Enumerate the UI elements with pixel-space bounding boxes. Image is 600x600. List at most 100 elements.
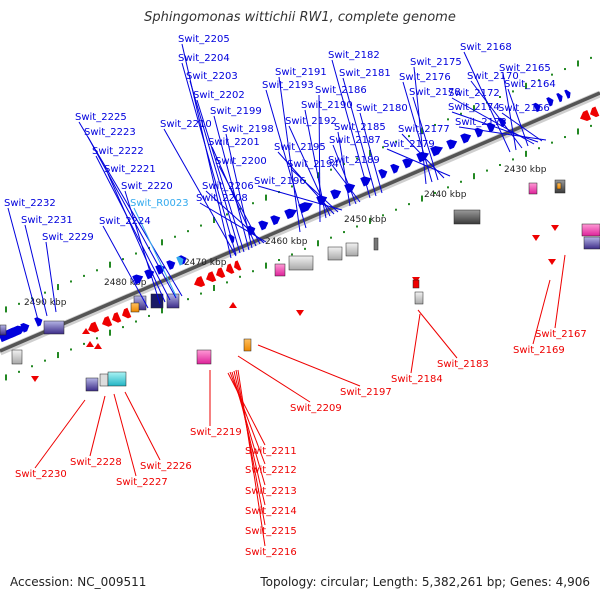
upper-scale-tick bbox=[213, 216, 215, 223]
top-gene-label-leader bbox=[265, 89, 307, 229]
feature-block bbox=[150, 293, 164, 309]
lower-scale-tick bbox=[5, 374, 7, 381]
marker-triangle bbox=[532, 235, 540, 241]
lower-scale-tick bbox=[200, 292, 202, 295]
upper-scale-tick bbox=[421, 127, 423, 134]
lower-scale-tick bbox=[473, 173, 475, 180]
forward-gene-arrow bbox=[20, 322, 30, 333]
forward-gene-arrow bbox=[498, 117, 506, 128]
feature-block bbox=[373, 237, 379, 251]
top-gene-label-leader bbox=[189, 80, 241, 254]
top-gene-label: Swit_2222 bbox=[92, 146, 144, 157]
bottom-gene-label-leader bbox=[34, 399, 86, 469]
bottom-gene-label-leader bbox=[235, 369, 266, 526]
top-gene-label-leader bbox=[402, 81, 433, 183]
feature-block bbox=[556, 182, 562, 190]
upper-scale-tick bbox=[408, 135, 410, 138]
reverse-gene-arrow bbox=[122, 307, 132, 319]
top-gene-label: Swit_2170 bbox=[467, 71, 519, 82]
scale-label: 2440 kbp bbox=[424, 190, 467, 200]
feature-block bbox=[327, 246, 343, 261]
top-gene-label: Swit_2165 bbox=[499, 63, 551, 74]
upper-scale-tick bbox=[525, 82, 527, 89]
lower-scale-tick bbox=[44, 359, 46, 362]
top-gene-label: Swit_2179 bbox=[383, 139, 435, 150]
top-gene-label-leader bbox=[87, 136, 177, 299]
top-gene-label: Swit_2231 bbox=[21, 215, 73, 226]
upper-scale-tick bbox=[57, 284, 59, 291]
bottom-gene-label-leader bbox=[532, 279, 551, 345]
upper-scale-tick bbox=[122, 258, 124, 261]
top-gene-label: Swit_2189 bbox=[328, 155, 380, 166]
upper-scale-tick bbox=[96, 269, 98, 272]
top-gene-label: Swit_2168 bbox=[460, 42, 512, 53]
forward-gene-arrow bbox=[564, 89, 571, 99]
top-gene-label-leader bbox=[318, 94, 321, 223]
lower-scale-tick bbox=[304, 247, 306, 250]
forward-gene-arrow bbox=[330, 189, 342, 200]
feature-block bbox=[414, 291, 424, 305]
top-gene-label: Swit_2172 bbox=[448, 88, 500, 99]
top-gene-label: Swit_2232 bbox=[4, 198, 56, 209]
feature-block bbox=[288, 255, 314, 271]
bottom-gene-label: Swit_2184 bbox=[391, 374, 443, 385]
forward-gene-arrow bbox=[378, 169, 388, 179]
top-gene-label: Swit_2201 bbox=[208, 137, 260, 148]
bottom-gene-label: Swit_2230 bbox=[15, 469, 67, 480]
top-gene-label: Swit_2175 bbox=[410, 57, 462, 68]
upper-scale-tick bbox=[460, 112, 462, 115]
bottom-gene-label: Swit_2215 bbox=[245, 526, 297, 537]
feature-block bbox=[43, 320, 65, 335]
upper-scale-tick bbox=[369, 149, 371, 156]
bottom-gene-label: Swit_2227 bbox=[116, 477, 168, 488]
marker-triangle bbox=[296, 310, 304, 316]
top-gene-label-leader bbox=[107, 173, 166, 303]
upper-scale-tick bbox=[499, 96, 501, 98]
top-gene-label-leader bbox=[196, 99, 245, 253]
lower-scale-tick bbox=[538, 147, 540, 150]
feature-block bbox=[85, 377, 99, 392]
upper-scale-tick bbox=[83, 274, 85, 277]
upper-scale-tick bbox=[356, 157, 358, 160]
top-gene-label-leader bbox=[412, 96, 439, 181]
marker-triangle bbox=[548, 259, 556, 265]
lower-scale-tick bbox=[265, 262, 267, 269]
lower-scale-tick bbox=[213, 284, 215, 291]
top-gene-label: Swit_2204 bbox=[178, 53, 230, 64]
bottom-gene-label-leader bbox=[237, 355, 311, 403]
feature-block bbox=[0, 324, 7, 336]
top-gene-label-leader bbox=[290, 168, 339, 213]
bottom-gene-label-leader bbox=[417, 309, 458, 359]
forward-gene-arrow bbox=[416, 151, 430, 163]
scale-label: 2430 kbp bbox=[504, 165, 547, 175]
upper-scale-tick bbox=[174, 235, 176, 238]
top-gene-label: Swit_2185 bbox=[334, 122, 386, 133]
scale-label: 2490 kbp bbox=[24, 298, 67, 308]
forward-gene-arrow bbox=[298, 202, 313, 214]
top-gene-label-leader bbox=[199, 202, 267, 243]
top-gene-label-leader bbox=[181, 62, 237, 256]
bottom-gene-label: Swit_2214 bbox=[245, 506, 297, 517]
top-gene-label: Swit_R0023 bbox=[130, 198, 189, 209]
top-gene-label: Swit_2181 bbox=[339, 68, 391, 79]
bottom-gene-label: Swit_2197 bbox=[340, 387, 392, 398]
lower-scale-tick bbox=[408, 203, 410, 206]
bottom-gene-label: Swit_2216 bbox=[245, 547, 297, 558]
feature-block bbox=[345, 242, 359, 257]
upper-scale-tick bbox=[551, 73, 553, 76]
scale-label: 2460 kbp bbox=[265, 237, 308, 247]
reverse-gene-arrow bbox=[112, 312, 122, 323]
feature-block bbox=[243, 338, 252, 352]
top-gene-label-leader bbox=[205, 190, 265, 244]
bottom-gene-label: Swit_2211 bbox=[245, 446, 297, 457]
reverse-gene-arrow bbox=[216, 267, 226, 278]
forward-gene-arrow bbox=[446, 139, 458, 150]
lower-scale-tick bbox=[252, 270, 254, 273]
marker-triangle bbox=[82, 328, 90, 334]
top-gene-label: Swit_2225 bbox=[75, 112, 127, 123]
top-gene-label-leader bbox=[133, 207, 177, 297]
upper-scale-tick bbox=[226, 213, 228, 216]
top-gene-label-leader bbox=[332, 144, 357, 205]
